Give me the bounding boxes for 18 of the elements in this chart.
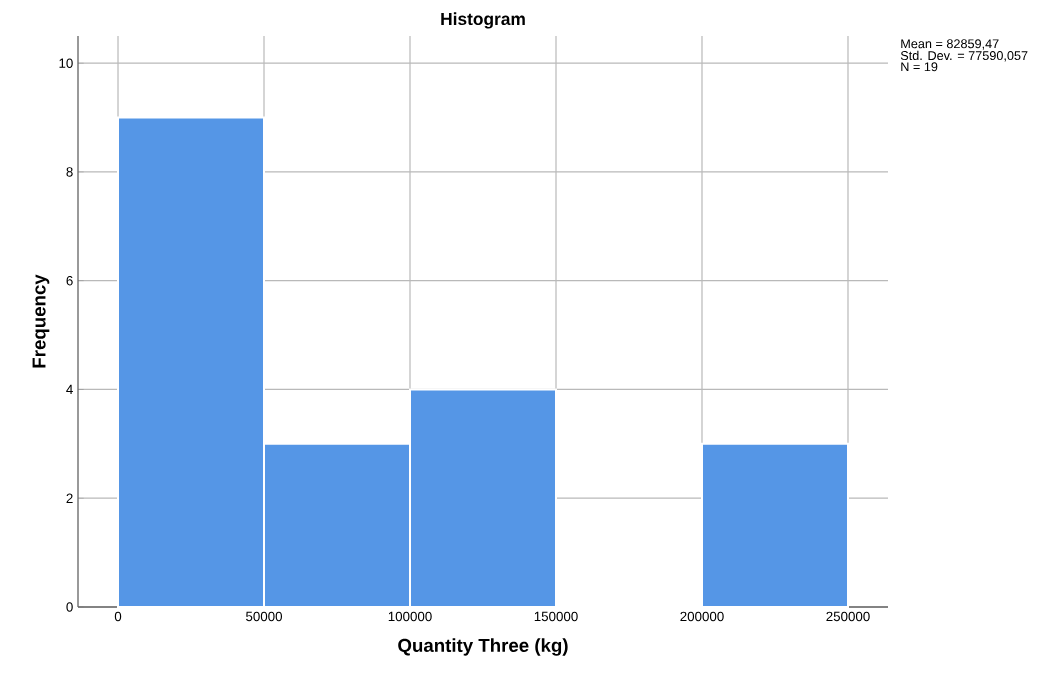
x-axis-title: Quantity Three (kg) — [398, 638, 568, 656]
y-tick-label: 4 — [66, 384, 73, 395]
chart-title: Histogram — [441, 12, 525, 29]
y-tick-label: 10 — [59, 58, 73, 68]
text: N = 19 — [901, 62, 938, 72]
y-tick-label: 2 — [66, 493, 73, 503]
text: Std. Dev. = 77590,057 — [900, 50, 1028, 62]
y-tick-label: 8 — [66, 167, 73, 177]
x-tick-label: 250000 — [826, 611, 870, 622]
x-tick-label: 150000 — [534, 611, 578, 622]
x-tick-label: 0 — [114, 611, 122, 622]
text: Mean = 82859,47 — [901, 39, 999, 50]
y-tick-label: 6 — [66, 275, 73, 286]
x-tick-label: 100000 — [388, 611, 432, 622]
y-tick-label: 0 — [66, 602, 73, 612]
x-tick-label: 50000 — [246, 611, 283, 622]
x-tick-label: 200000 — [680, 611, 724, 622]
y-axis-title: Frequency — [32, 274, 50, 368]
